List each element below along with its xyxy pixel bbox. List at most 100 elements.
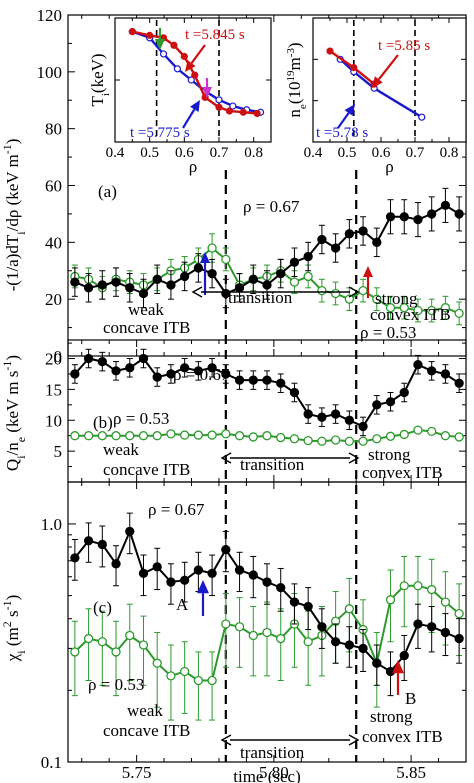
- panel-b-rho067-point: [262, 375, 272, 385]
- panel-c-transition-arrow-left-head: [220, 734, 232, 746]
- inset-ne-blue-arrow-head: [344, 104, 355, 116]
- panel-b-rho053-point: [317, 436, 327, 446]
- y-tick-label: 5: [54, 442, 63, 461]
- inset-ne-blue-arrow-shaft: [337, 112, 350, 129]
- panel-b-rho067-point: [344, 415, 354, 425]
- panel-c-rho053-point: [138, 640, 149, 650]
- panel-c-rho067-point: [413, 619, 423, 629]
- panel-c-rho053-point: [385, 595, 396, 605]
- panel-b-rho053-point: [125, 431, 135, 441]
- panel-c-rho067-point: [399, 650, 409, 661]
- panel-a-rho067-point: [152, 274, 162, 284]
- panel-c-rho067-point: [454, 633, 464, 644]
- inset-ne-red-arrow-shaft: [377, 54, 399, 81]
- inset-ti-ylabel-text: Ti(keV): [88, 53, 112, 106]
- panel-b-rho067-point: [111, 366, 121, 376]
- panel-a-rho067-point: [358, 226, 368, 236]
- panel-c-rho053-point: [193, 675, 204, 686]
- inset-ne-x-tick-label: 0.8: [440, 145, 459, 161]
- panel-b-rho067-point: [180, 363, 190, 373]
- panel-a-rho067-point: [83, 283, 94, 293]
- x-tick-label: 5.75: [122, 763, 152, 782]
- panel-a-rho067-point: [166, 280, 176, 290]
- inset-ne-x-tick-label: 0.7: [406, 145, 425, 161]
- inset-ne-red-arrow: [372, 54, 399, 88]
- panel-a-strong-arrow: [363, 266, 373, 298]
- y-tick-label: 0.1: [41, 753, 62, 772]
- panel-b-ylabel-text: Qi/ne (keV m s-1): [0, 355, 28, 471]
- panel-b-rho067-point: [454, 378, 464, 388]
- panel-b-rho053-point: [207, 430, 217, 440]
- panel-c-rho053-point: [454, 608, 464, 619]
- panel-b-rho053-point: [289, 434, 300, 444]
- inset-ne-ylabel: ne(1019m-3): [285, 42, 309, 117]
- panel-a-rho067-point: [289, 257, 300, 267]
- panel-c-convex-label: convex ITB: [362, 727, 443, 746]
- panel-c-rho067-point: [221, 544, 231, 555]
- panel-b-rho053-point: [248, 432, 258, 442]
- inset-ne-xlabel: ρ: [385, 157, 393, 176]
- panel-c-rho067-point: [427, 622, 437, 632]
- inset-ti-green-arrow-head: [155, 39, 165, 50]
- inset-ne-x-tick-label: 0.5: [338, 145, 357, 161]
- panel-a-rho067-point: [262, 280, 272, 290]
- inset-ti-point: [215, 103, 223, 111]
- panel-b-rho067-point: [97, 356, 107, 367]
- panel-b-rho067-point: [70, 369, 80, 379]
- panel-b-tag: (b): [93, 413, 113, 432]
- panel-c-rho067-label: ρ = 0.67: [148, 500, 205, 519]
- panel-c-rho053-point: [276, 633, 286, 644]
- panel-c-B-label: B: [405, 689, 416, 708]
- inset-ti-magenta-arrow-head: [202, 87, 212, 98]
- panel-c-strong-label: strong: [370, 707, 413, 726]
- panel-c-rho053-point: [152, 658, 162, 668]
- panel-c-rho067-point: [317, 622, 327, 632]
- panel-b-rho067-point: [358, 421, 368, 432]
- panel-a-rho067-point: [193, 263, 204, 273]
- panel-b-rho067-point: [221, 369, 231, 379]
- inset-ne-point: [326, 47, 334, 55]
- panel-c-rho053-point: [221, 619, 231, 629]
- inset-ne-t585-label: t =5.85 s: [378, 38, 430, 54]
- panel-c-rho067-point: [358, 643, 368, 654]
- panel-b-rho067-point: [303, 409, 313, 419]
- inset-ti-blue-arrow-head: [190, 100, 200, 112]
- panel-c-rho053-point: [70, 647, 80, 657]
- panel-c-rho067-point: [166, 577, 176, 587]
- panel-b-rho053-point: [413, 425, 423, 435]
- panel-b-rho053-series: [70, 425, 464, 446]
- panel-b-rho067-point: [289, 387, 300, 398]
- panel-c-rho053-label: ρ = 0.53: [88, 675, 144, 694]
- panel-a-rho053-point: [454, 308, 464, 319]
- panel-b-rho053-point: [262, 431, 272, 441]
- panel-b-rho067-point: [440, 369, 451, 379]
- inset-ne-x-tick-label: 0.6: [372, 145, 391, 161]
- panel-a-rho067-point: [440, 200, 451, 211]
- inset-ti-green-arrow: [155, 28, 165, 50]
- panel-a-rho067-point: [207, 268, 217, 279]
- panel-c-rho053-point: [180, 666, 190, 677]
- panel-b-rho053-point: [358, 436, 368, 446]
- panel-a-rho067-point: [427, 209, 437, 219]
- panel-c-rho067-point: [330, 637, 341, 647]
- inset-ne-red-arrow-head: [372, 76, 383, 88]
- panel-a-transition-arrow-left-head: [191, 286, 203, 298]
- y-tick-label: 100: [37, 63, 63, 82]
- panel-b-rho053-point: [399, 429, 409, 440]
- panel-a-rho067-point: [454, 209, 464, 219]
- panel-a-rho067-point: [303, 251, 313, 262]
- panel-b-rho067-point: [193, 366, 204, 376]
- panel-b-transition-arrow-left-head: [220, 452, 232, 464]
- panel-a-convex-label: convex ITB: [370, 305, 451, 324]
- panel-a-rho053-label: ρ = 0.53: [360, 323, 416, 342]
- panel-b-rho053-point: [303, 435, 313, 446]
- y-tick-label: 60: [45, 177, 62, 196]
- panel-b-rho053-point: [152, 431, 162, 441]
- panel-c-rho053-point: [207, 675, 217, 686]
- inset-ne-t578-label: t =5.78 s: [316, 125, 368, 141]
- inset-ne-point: [418, 113, 426, 121]
- panel-c-transition-arrow: [220, 734, 360, 746]
- panel-c-tag: (c): [93, 598, 112, 617]
- panel-b-rho053-point: [97, 431, 107, 441]
